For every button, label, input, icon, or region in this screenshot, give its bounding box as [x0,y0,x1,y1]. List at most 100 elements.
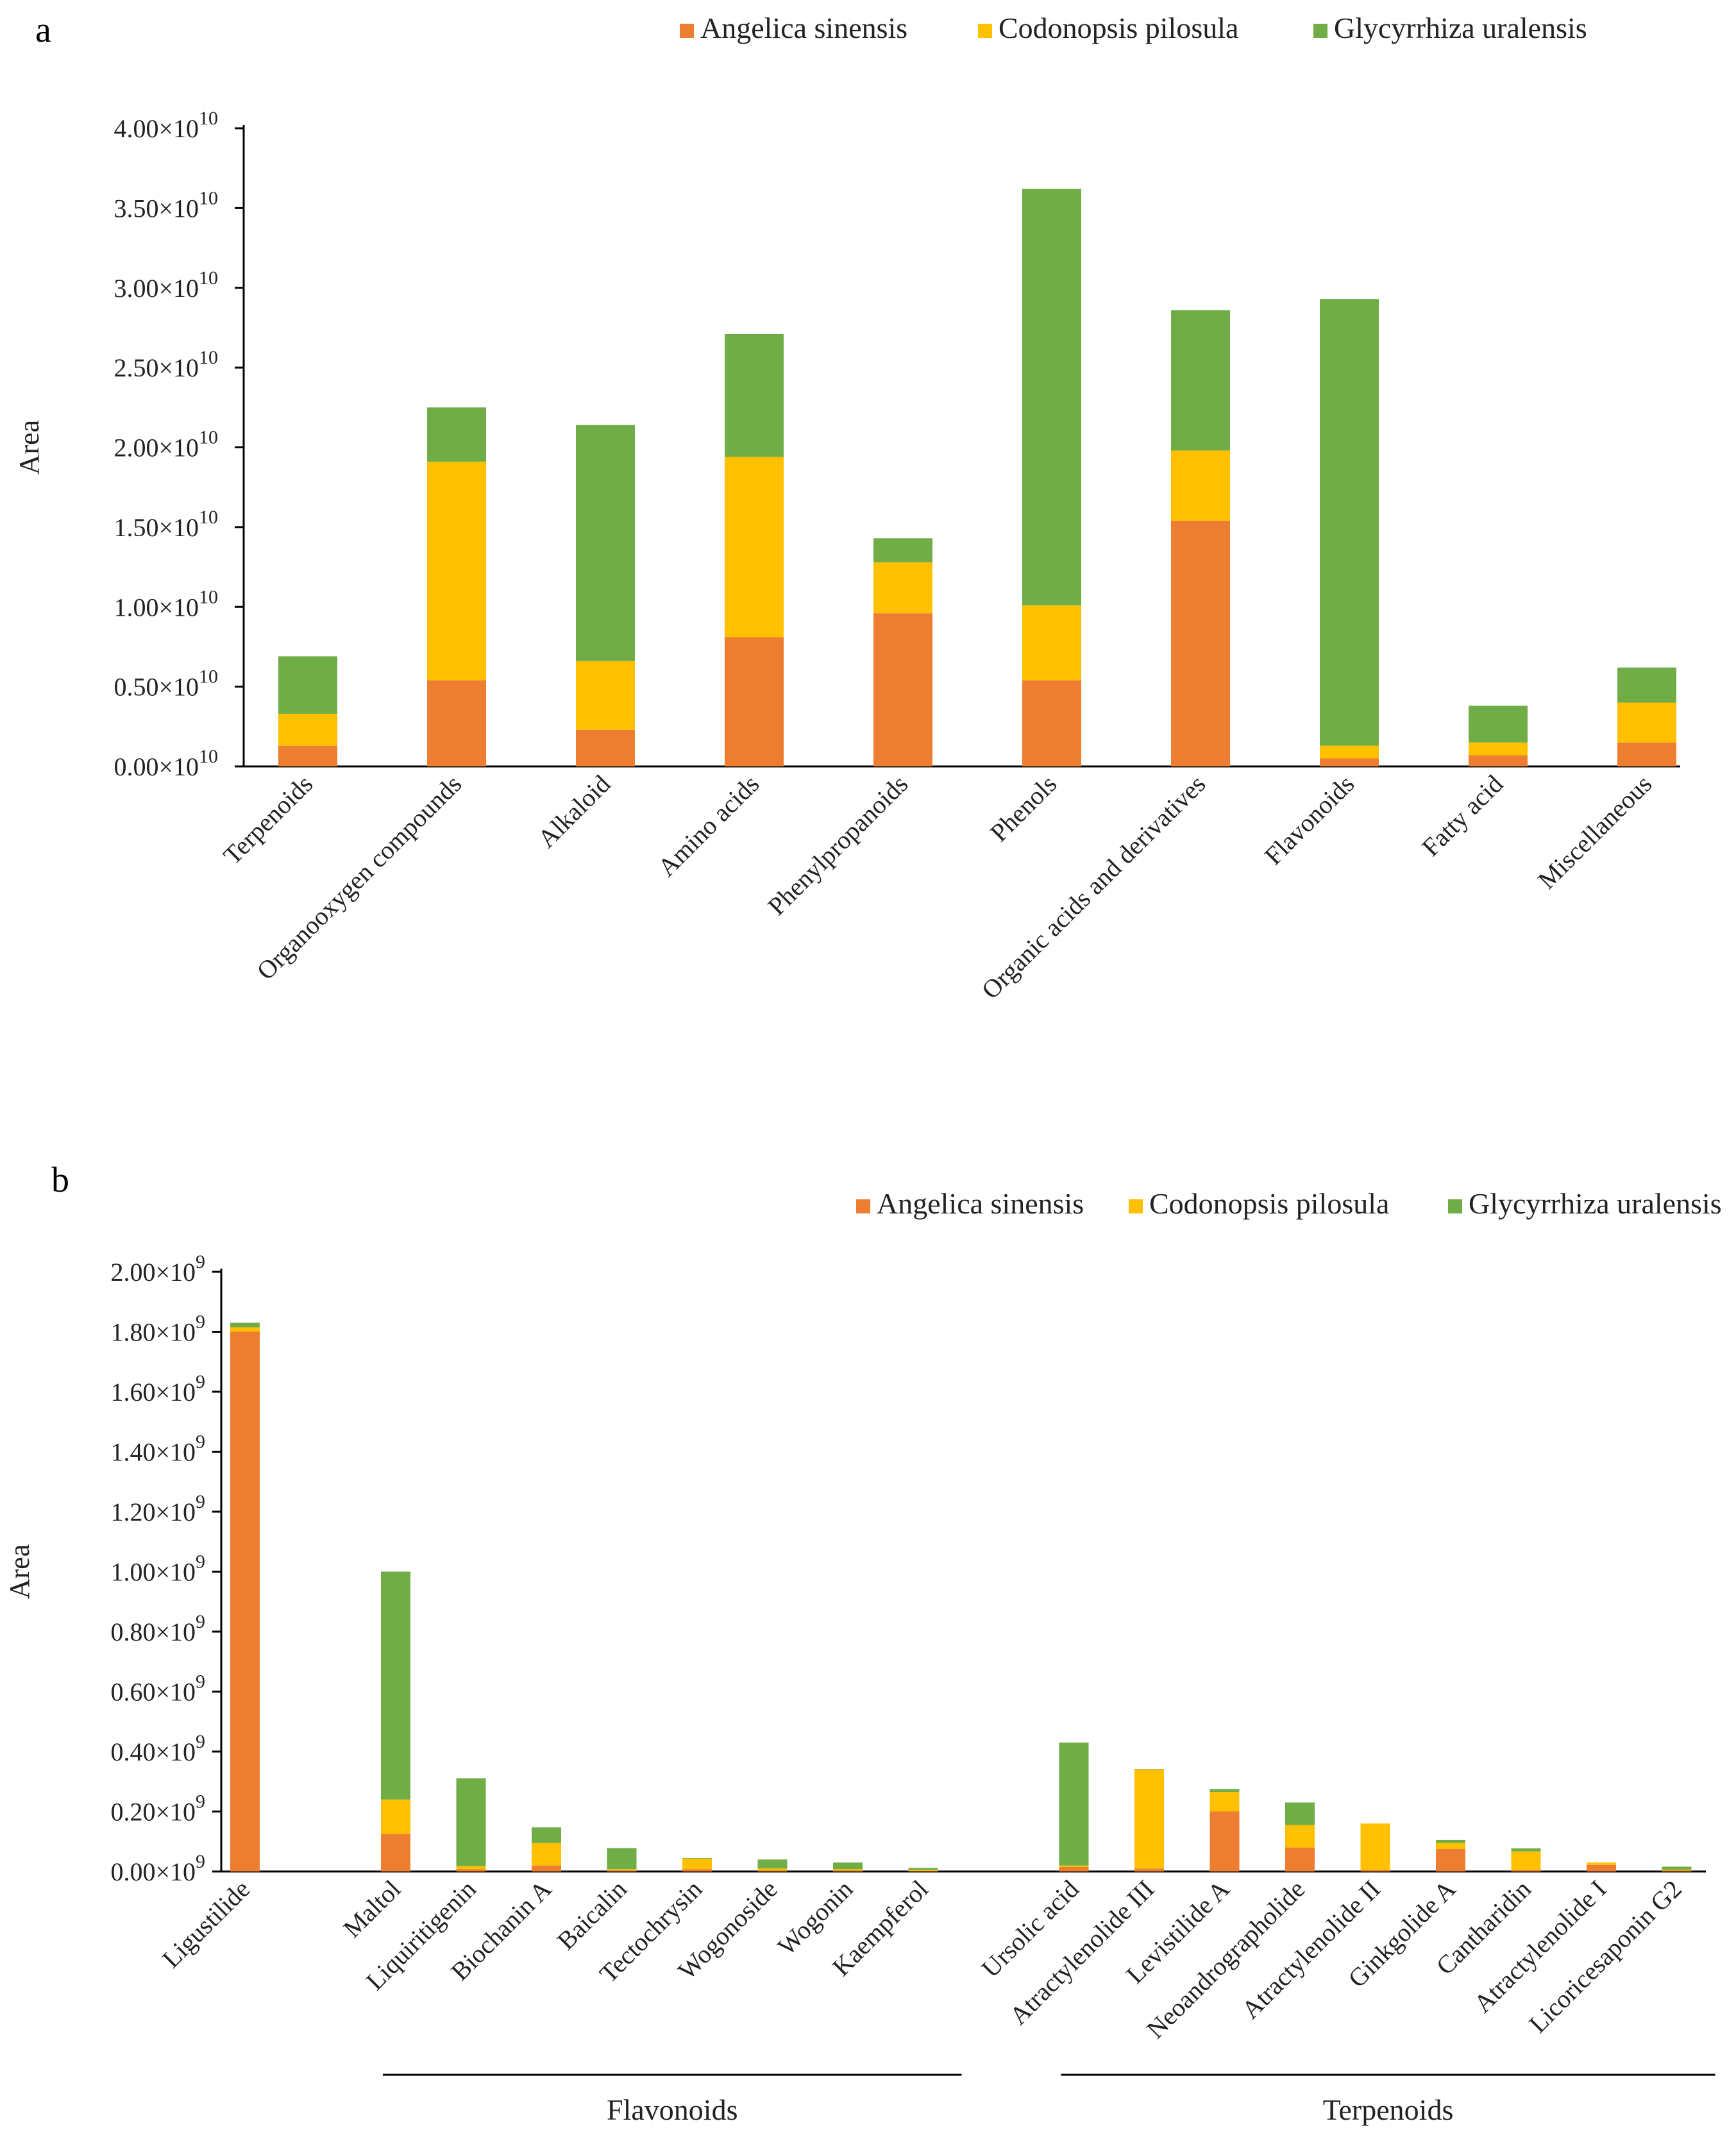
bar-segment [1285,1847,1315,1871]
bar-segment [873,562,932,614]
bar-segment [1436,1843,1465,1849]
legend-label: Glycyrrhiza uralensis [1334,12,1587,44]
bar-segment [1171,450,1230,521]
bar-segment [456,1866,486,1870]
bar-segment [873,538,932,562]
bar-segment [1209,1789,1240,1793]
x-tick-label: Terpenoids [217,770,318,870]
x-tick-label: Amino acids [652,770,765,883]
bar-segment [1617,667,1676,703]
bar-segment [576,425,635,661]
bar-segment [230,1327,260,1332]
bar-segment [1171,520,1230,766]
y-tick-label: 1.60×109 [110,1371,205,1406]
bar-segment [1436,1848,1465,1871]
y-tick-label: 1.50×1010 [114,507,218,542]
x-tick-label: Phenylpropanoids [762,770,913,921]
bar-segment [576,729,635,766]
y-tick-label: 2.50×1010 [114,347,218,382]
bar-segment [725,457,784,638]
legend-item: Glycyrrhiza uralensis [1448,1187,1722,1220]
y-tick-label: 1.40×109 [110,1432,205,1467]
y-tick-label: 3.50×1010 [114,187,218,223]
bar-segment [278,713,337,746]
bar-segment [1511,1848,1541,1852]
bar-segment [908,1868,938,1870]
legend-label: Codonopsis pilosula [1149,1187,1389,1220]
bar-segment [1285,1825,1315,1848]
legend-label: Angelica sinensis [700,12,907,44]
bar-segment [757,1859,788,1869]
bar-segment [1022,680,1081,766]
bar-segment [682,1858,712,1870]
group-label: Terpenoids [1323,2093,1454,2126]
panel-letter: a [35,10,51,50]
bar-segment [1511,1851,1541,1870]
panel-a: a Angelica sinensis Codonopsis pilosula Gly… [13,10,1680,1004]
bar-segment [456,1869,486,1871]
bar-segment [1587,1862,1616,1865]
y-tick-label: 0.00×1010 [114,746,218,781]
y-tick-label: 4.00×1010 [114,108,218,143]
x-tick-label: Flavonoids [1259,770,1360,871]
legend-item: Angelica sinensis [680,12,907,44]
legend-swatch [1448,1199,1462,1213]
bar-segment [1511,1870,1541,1871]
y-tick-label: 0.00×109 [110,1851,205,1886]
bar-segment [607,1870,637,1871]
x-tick-label: Maltol [337,1875,406,1943]
bar-segment [532,1827,561,1843]
panel-b: b Angelica sinensis Codonopsis pilosula Gly… [4,1160,1722,2126]
legend-swatch [1129,1199,1143,1213]
bar-segment [1320,299,1379,746]
legend-item: Angelica sinensis [856,1187,1084,1220]
legend-label: Codonopsis pilosula [999,12,1238,44]
legend-item: Codonopsis pilosula [1129,1187,1389,1220]
bar-segment [1360,1823,1390,1870]
y-tick-label: 0.20×109 [110,1791,205,1827]
bar-segment [1360,1870,1390,1871]
bar-segment [682,1869,712,1871]
bar-segment [1469,755,1528,766]
x-tick-label: Miscellaneous [1532,770,1657,895]
x-tick-label: Atractylenolide I [1468,1875,1612,2018]
bar-segment [381,1571,410,1800]
bar-segment [1320,758,1379,766]
y-tick-label: 0.80×109 [110,1611,205,1646]
bar-segment [230,1331,260,1871]
bar-segment [1171,310,1230,451]
bar-segment [1134,1769,1164,1770]
bar-segment [1022,189,1081,605]
y-tick-label: 1.20×109 [110,1491,205,1526]
bar-segment [230,1322,260,1328]
bar-segment [1285,1802,1315,1825]
bar-segment [1436,1839,1465,1843]
bar-segment [1587,1864,1616,1871]
x-tick-label: Alkaloid [532,770,616,854]
y-tick-label: 3.00×1010 [114,267,218,303]
bar-segment [1209,1792,1240,1812]
bar-segment [1059,1742,1089,1866]
bar-segment [873,613,932,766]
y-tick-label: 0.40×109 [110,1731,205,1766]
legend-swatch [1313,24,1327,38]
x-tick-label: Phenols [984,770,1062,847]
bar-segment [278,745,337,766]
y-tick-label: 1.00×1010 [114,586,218,621]
bar-segment [381,1834,410,1871]
bar-segment [456,1778,486,1866]
bar-segment [833,1862,863,1870]
bar-segment [1320,745,1379,759]
panel-letter: b [51,1160,69,1200]
x-tick-label: Atractylenolide II [1236,1875,1386,2025]
bar-segment [1209,1811,1240,1871]
bar-segment [1469,742,1528,756]
bar-segment [1134,1868,1164,1871]
bar-segment [427,680,486,766]
bar-segment [1617,742,1676,766]
bar-segment [725,334,784,457]
y-axis-title: Area [4,1544,35,1600]
legend-swatch [978,24,992,38]
bar-segment [427,407,486,462]
bar-segment [725,637,784,766]
